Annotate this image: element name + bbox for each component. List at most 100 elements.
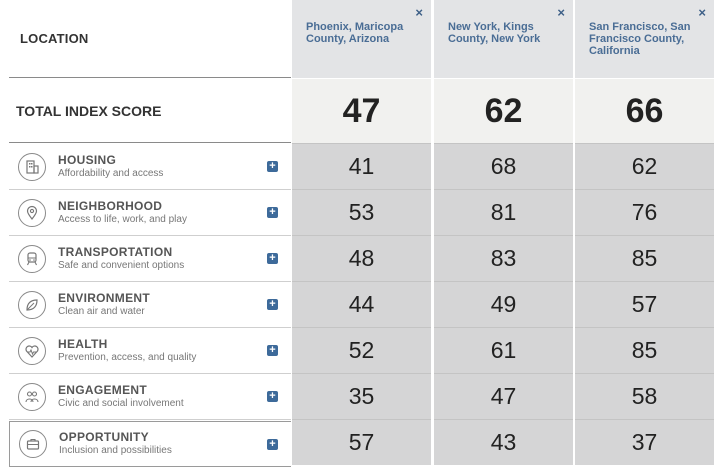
- category-row-transportation: TRANSPORTATION Safe and convenient optio…: [9, 236, 291, 282]
- close-icon[interactable]: ×: [557, 5, 565, 20]
- score-value: 76: [631, 199, 658, 225]
- score-value: 35: [348, 383, 375, 409]
- expand-environment-button[interactable]: +: [267, 299, 278, 310]
- expand-opportunity-button[interactable]: +: [267, 438, 278, 450]
- score-value: 53: [348, 199, 375, 225]
- score-cell: 68: [434, 143, 573, 189]
- score-cell: 52: [292, 327, 431, 373]
- category-name: OPPORTUNITY: [59, 430, 149, 444]
- expand-transportation-button[interactable]: +: [267, 253, 278, 264]
- score-value: 37: [631, 429, 658, 455]
- score-cell: 61: [434, 327, 573, 373]
- category-row-opportunity: OPPORTUNITY Inclusion and possibilities …: [9, 421, 291, 467]
- score-cell: 83: [434, 235, 573, 281]
- score-value: 49: [490, 291, 517, 317]
- expand-neighborhood-button[interactable]: +: [267, 207, 278, 218]
- total-score: 66: [625, 91, 664, 130]
- expand-health-button[interactable]: +: [267, 345, 278, 356]
- score-value: 58: [631, 383, 658, 409]
- score-value: 68: [490, 153, 517, 179]
- score-value: 52: [348, 337, 375, 363]
- category-row-engagement: ENGAGEMENT Civic and social involvement …: [9, 374, 291, 420]
- category-description: Civic and social involvement: [58, 397, 184, 409]
- category-name: ENGAGEMENT: [58, 382, 148, 397]
- total-score-cell: 47: [292, 79, 431, 143]
- total-index-label: TOTAL INDEX SCORE: [16, 102, 162, 119]
- category-row-environment: ENVIRONMENT Clean air and water +: [9, 282, 291, 328]
- location-header-cell: New York, Kings County, New York ×: [434, 0, 573, 78]
- category-description: Inclusion and possibilities: [59, 445, 172, 456]
- score-value: 85: [631, 337, 658, 363]
- category-row-health: HEALTH Prevention, access, and quality +: [9, 328, 291, 374]
- total-score-cell: 66: [575, 79, 714, 143]
- total-score: 47: [342, 91, 381, 130]
- score-value: 61: [490, 337, 517, 363]
- briefcase-icon: [19, 430, 47, 458]
- score-value: 43: [490, 429, 517, 455]
- close-icon[interactable]: ×: [415, 5, 423, 20]
- score-cell: 44: [292, 281, 431, 327]
- category-row-neighborhood: NEIGHBORHOOD Access to life, work, and p…: [9, 190, 291, 236]
- score-cell: 35: [292, 373, 431, 419]
- score-cell: 49: [434, 281, 573, 327]
- location-column-2: New York, Kings County, New York × 62 68…: [434, 0, 573, 465]
- score-cell: 47: [434, 373, 573, 419]
- location-label: LOCATION: [20, 31, 89, 46]
- leaf-icon: [18, 290, 46, 319]
- score-value: 57: [348, 429, 375, 455]
- score-cell: 41: [292, 143, 431, 189]
- score-cell: 58: [575, 373, 714, 419]
- score-value: 57: [631, 291, 658, 317]
- score-cell: 57: [292, 419, 431, 465]
- score-cell: 48: [292, 235, 431, 281]
- train-icon: [18, 244, 46, 273]
- score-cell: 53: [292, 189, 431, 235]
- category-name: HOUSING: [58, 152, 117, 167]
- category-description: Access to life, work, and play: [58, 213, 187, 225]
- heart-pulse-icon: [18, 336, 46, 365]
- location-name: New York, Kings County, New York: [448, 21, 541, 45]
- category-name: ENVIRONMENT: [58, 290, 150, 305]
- category-description: Safe and convenient options: [58, 259, 185, 271]
- category-row-housing: HOUSING Affordability and access +: [9, 144, 291, 190]
- location-header-cell: San Francisco, San Francisco County, Cal…: [575, 0, 714, 78]
- score-cell: 81: [434, 189, 573, 235]
- score-cell: 85: [575, 235, 714, 281]
- score-cell: 62: [575, 143, 714, 189]
- score-value: 62: [631, 153, 658, 179]
- score-value: 48: [348, 245, 375, 271]
- total-index-row-label: TOTAL INDEX SCORE: [9, 79, 291, 143]
- expand-engagement-button[interactable]: +: [267, 391, 278, 402]
- score-value: 81: [490, 199, 517, 225]
- score-cell: 76: [575, 189, 714, 235]
- category-description: Affordability and access: [58, 167, 164, 179]
- category-description: Prevention, access, and quality: [58, 351, 197, 363]
- location-column-1: Phoenix, Maricopa County, Arizona × 47 4…: [292, 0, 431, 465]
- location-name: San Francisco, San Francisco County, Cal…: [589, 21, 691, 57]
- category-name: NEIGHBORHOOD: [58, 198, 163, 213]
- score-cell: 57: [575, 281, 714, 327]
- map-pin-icon: [18, 198, 46, 227]
- total-score-cell: 62: [434, 79, 573, 143]
- building-icon: [18, 152, 46, 181]
- location-header: LOCATION: [9, 0, 291, 78]
- score-value: 83: [490, 245, 517, 271]
- score-value: 47: [490, 383, 517, 409]
- category-name: HEALTH: [58, 336, 108, 351]
- people-icon: [18, 382, 46, 411]
- close-icon[interactable]: ×: [698, 5, 706, 20]
- category-name: TRANSPORTATION: [58, 244, 173, 259]
- location-header-cell: Phoenix, Maricopa County, Arizona ×: [292, 0, 431, 78]
- location-column-3: San Francisco, San Francisco County, Cal…: [575, 0, 714, 465]
- score-value: 44: [348, 291, 375, 317]
- score-cell: 85: [575, 327, 714, 373]
- total-score: 62: [484, 91, 523, 130]
- location-name: Phoenix, Maricopa County, Arizona: [306, 21, 404, 45]
- score-cell: 43: [434, 419, 573, 465]
- score-value: 41: [348, 153, 375, 179]
- score-cell: 37: [575, 419, 714, 465]
- score-value: 85: [631, 245, 658, 271]
- expand-housing-button[interactable]: +: [267, 161, 278, 172]
- category-description: Clean air and water: [58, 305, 145, 317]
